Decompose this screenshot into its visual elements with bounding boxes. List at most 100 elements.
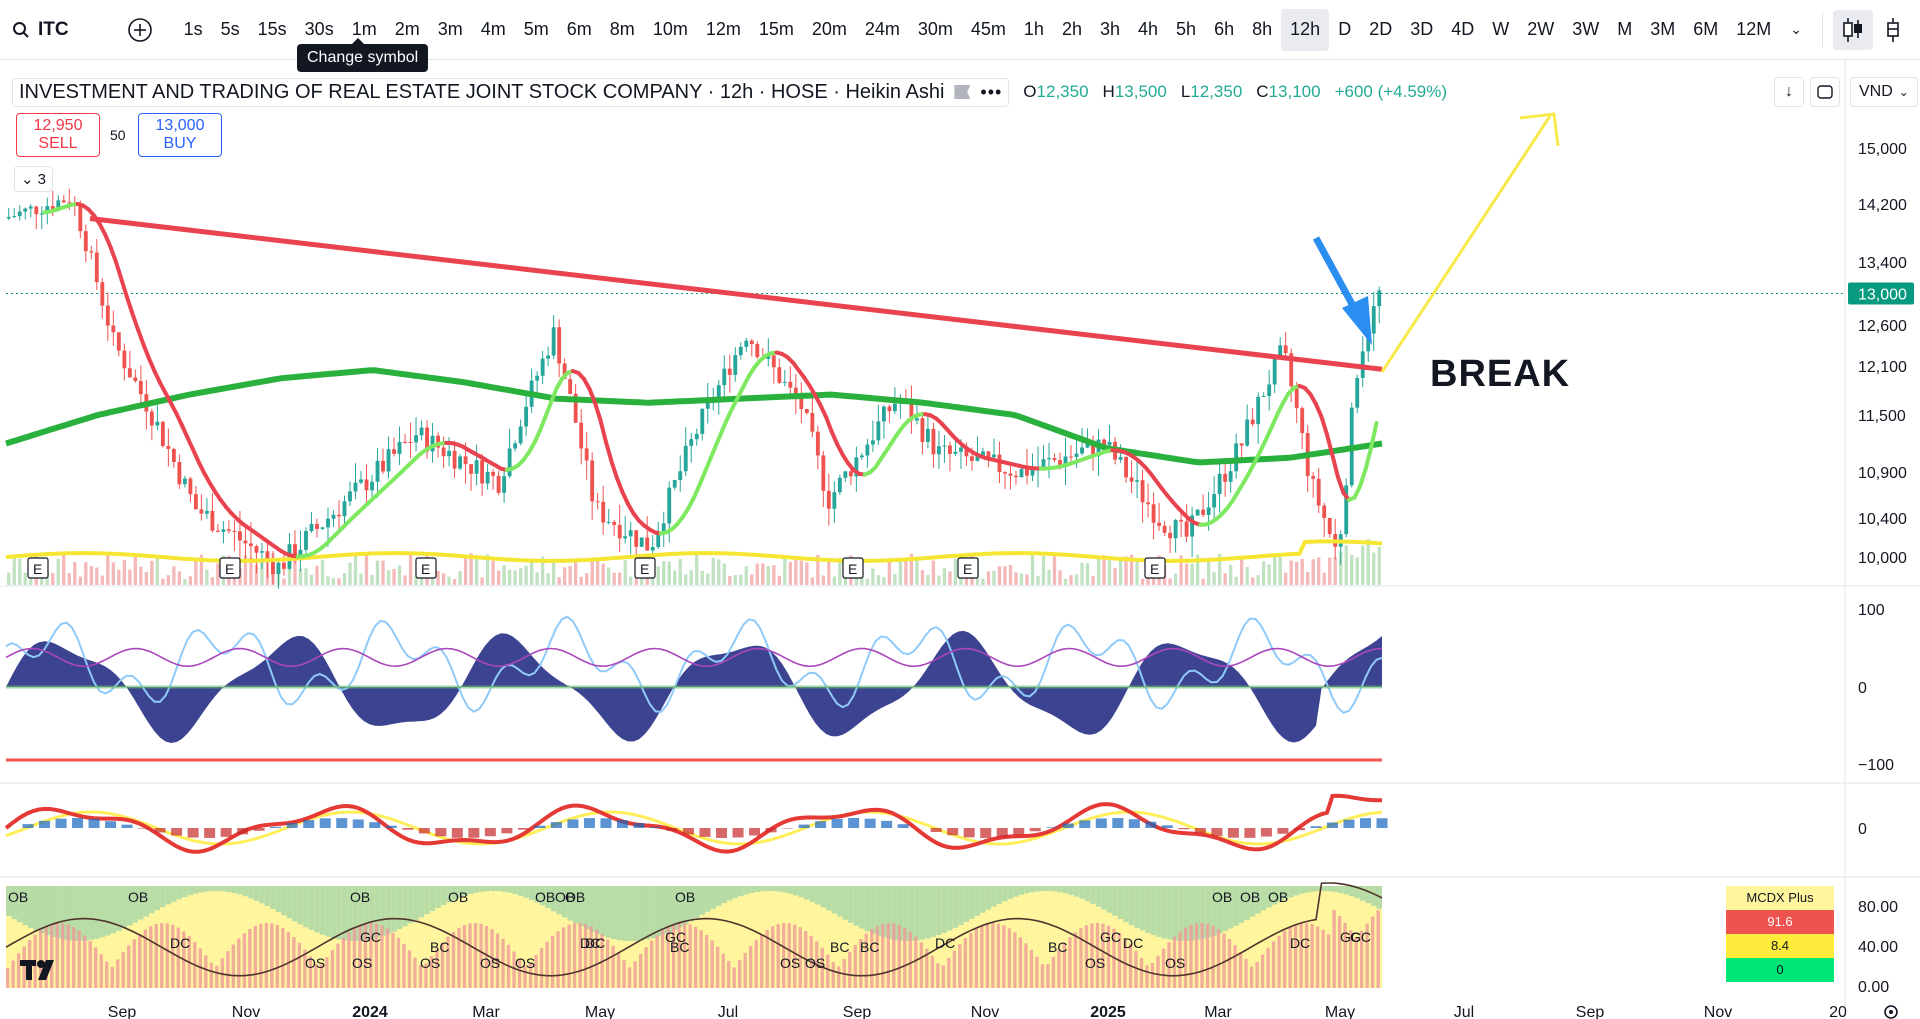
volume-bar <box>1146 577 1150 585</box>
mcdx-red <box>925 948 929 988</box>
interval-6m[interactable]: 6m <box>566 19 592 39</box>
candle-body <box>727 368 732 375</box>
volume-bar <box>1317 557 1321 585</box>
interval-2d[interactable]: 2D <box>1369 19 1393 39</box>
time-tick-label: Sep <box>843 1004 872 1019</box>
interval-4m[interactable]: 4m <box>480 19 506 39</box>
mcdx-green <box>963 886 970 922</box>
mcdx-green <box>1002 886 1008 902</box>
interval-15s[interactable]: 15s <box>257 19 287 39</box>
osc2-histogram-bar <box>319 818 331 828</box>
mcdx-red <box>479 923 483 988</box>
mcdx-green <box>583 886 590 930</box>
buy-button[interactable]: 13,000 BUY <box>138 113 222 157</box>
interval-w[interactable]: W <box>1492 19 1510 39</box>
interval-12m[interactable]: 12m <box>705 19 741 39</box>
interval-15m[interactable]: 15m <box>758 19 794 39</box>
interval-5s[interactable]: 5s <box>220 19 240 39</box>
interval-m[interactable]: M <box>1617 19 1633 39</box>
interval-8m[interactable]: 8m <box>609 19 635 39</box>
candle-body <box>89 251 94 253</box>
symbol-legend[interactable]: INVESTMENT AND TRADING OF REAL ESTATE JO… <box>12 77 1010 107</box>
mcdx-red <box>1189 924 1193 988</box>
interval-2m[interactable]: 2m <box>394 19 420 39</box>
mcdx-red <box>539 948 544 988</box>
mcdx-red <box>980 925 984 988</box>
volume-bar <box>821 575 825 585</box>
mcdx-red <box>638 953 643 988</box>
flag-icon[interactable] <box>954 85 971 99</box>
price-axis[interactable]: 15,000 14,200 13,400 12,600 12,100 11,500 10,9… <box>1848 141 1914 996</box>
interval-2w[interactable]: 2W <box>1527 19 1555 39</box>
interval-6h[interactable]: 6h <box>1214 19 1235 39</box>
interval-1m[interactable]: 1m <box>351 19 377 39</box>
compare-symbol-button[interactable] <box>125 15 155 45</box>
interval-3w[interactable]: 3W <box>1572 19 1600 39</box>
mcdx-red <box>1205 923 1210 988</box>
candle-body <box>182 478 187 485</box>
interval-d[interactable]: D <box>1338 19 1352 39</box>
interval-3m[interactable]: 3M <box>1650 19 1676 39</box>
interval-2h[interactable]: 2h <box>1061 19 1082 39</box>
interval-12h[interactable]: 12h <box>1281 8 1330 51</box>
time-axis[interactable]: Sep Nov 2024 Mar May Jul Sep Nov 2025 Mar May Jul Se… <box>108 1004 1847 1019</box>
mcdx-green <box>132 886 139 923</box>
mcdx-signal-label: OB <box>555 889 575 905</box>
candle-body <box>793 387 798 398</box>
mcdx-green <box>1046 886 1052 892</box>
tradingview-logo[interactable] <box>20 958 60 987</box>
volume-bar <box>133 553 137 585</box>
interval-3m[interactable]: 3m <box>437 19 463 39</box>
volume-bar <box>1179 555 1183 585</box>
interval-12m[interactable]: 12M <box>1736 19 1772 39</box>
osc2-histogram-bar <box>1046 827 1058 828</box>
osc2-histogram-bar <box>567 819 579 828</box>
more-icon[interactable]: ••• <box>980 81 1003 102</box>
sell-button[interactable]: 12,950 SELL <box>16 113 100 157</box>
gear-icon[interactable] <box>1882 1003 1900 1019</box>
interval-6m[interactable]: 6M <box>1693 19 1719 39</box>
volume-bar <box>348 562 352 585</box>
interval-dropdown-button[interactable]: ⌄ <box>1780 21 1812 38</box>
interval-30s[interactable]: 30s <box>304 19 334 39</box>
candle-body <box>656 532 661 548</box>
interval-30m[interactable]: 30m <box>917 19 953 39</box>
interval-1h[interactable]: 1h <box>1023 19 1044 39</box>
interval-5h[interactable]: 5h <box>1176 19 1197 39</box>
volume-bar <box>607 567 611 585</box>
interval-20m[interactable]: 20m <box>811 19 847 39</box>
interval-4d[interactable]: 4D <box>1451 19 1475 39</box>
interval-5m[interactable]: 5m <box>523 19 549 39</box>
change-symbol-tooltip: Change symbol <box>297 38 429 72</box>
indicators-button[interactable] <box>1873 10 1913 50</box>
interval-1s[interactable]: 1s <box>183 19 203 39</box>
volume-bar <box>1289 560 1293 585</box>
interval-4h[interactable]: 4h <box>1138 19 1159 39</box>
mcdx-bg <box>859 886 865 988</box>
scroll-to-realtime-button[interactable]: ↓ <box>1774 77 1804 107</box>
ma-fast-segment <box>141 342 152 361</box>
high-key: H <box>1102 82 1115 101</box>
mcdx-green <box>875 886 882 936</box>
interval-45m[interactable]: 45m <box>970 19 1006 39</box>
oscillator-signal-line <box>5 615 1383 714</box>
ma-fast-segment <box>196 459 207 475</box>
interval-3h[interactable]: 3h <box>1099 19 1121 39</box>
interval-3d[interactable]: 3D <box>1410 19 1434 39</box>
osc2-histogram-bar <box>550 822 562 828</box>
interval-10m[interactable]: 10m <box>652 19 688 39</box>
interval-8h[interactable]: 8h <box>1252 19 1273 39</box>
mcdx-green <box>1029 886 1036 893</box>
mcdx-bg <box>1040 886 1047 988</box>
mcdx-bg <box>11 886 18 988</box>
chart-type-button[interactable] <box>1833 9 1874 50</box>
mcdx-bg <box>429 886 436 988</box>
interval-bar: 1s 5s 15s 30s 1m 2m 3m 4m 5m 6m 8m 10m 12m 15m 20m 24m 3… <box>175 8 1781 51</box>
symbol-search[interactable]: ITC <box>0 10 81 50</box>
indicator-collapse-button[interactable]: ⌄ 3 <box>14 166 53 192</box>
interval-24m[interactable]: 24m <box>864 19 900 39</box>
auto-scale-button[interactable] <box>1810 77 1840 107</box>
candle-body <box>304 531 308 550</box>
currency-selector[interactable]: VND ⌄ <box>1850 77 1918 107</box>
